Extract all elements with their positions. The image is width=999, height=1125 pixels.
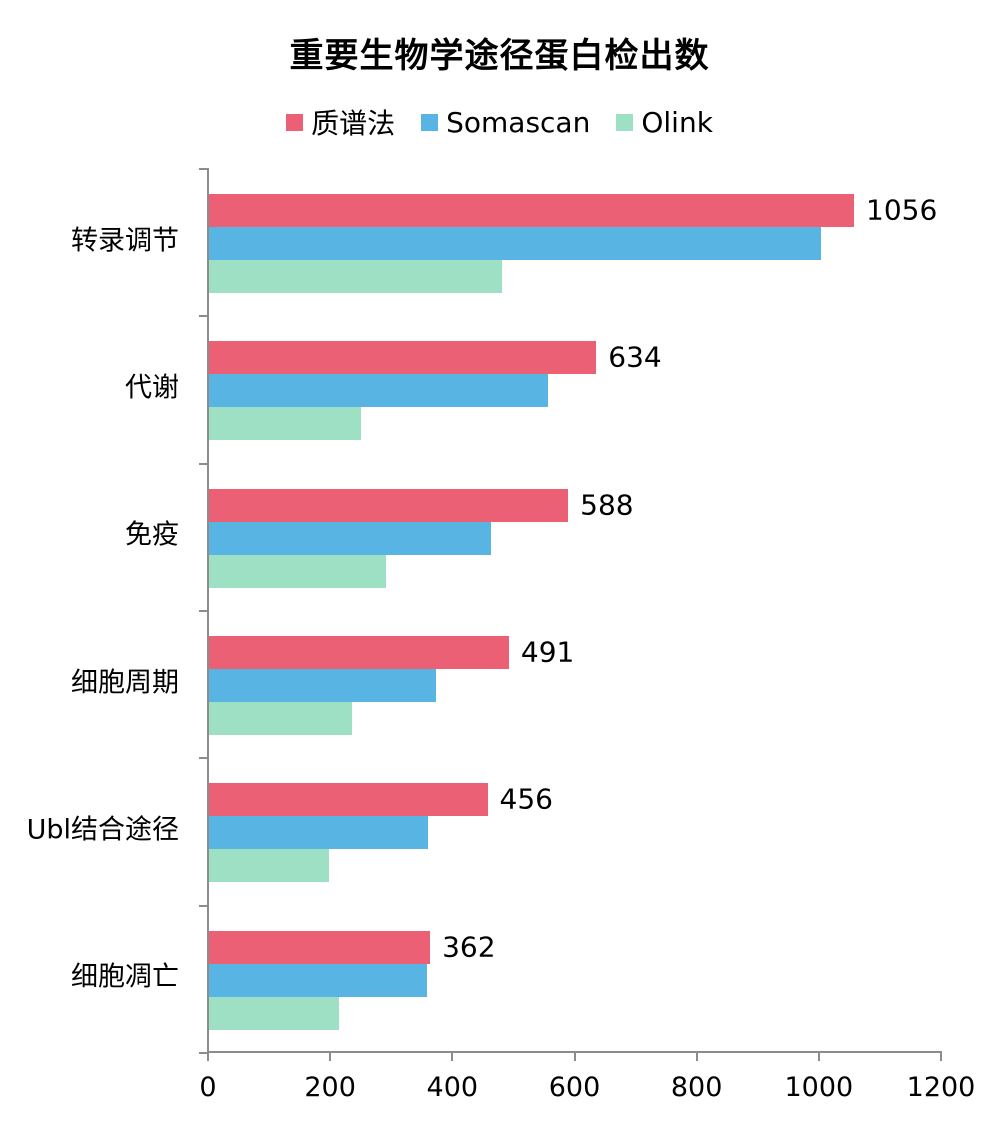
legend: 质谱法 Somascan Olink <box>0 102 999 142</box>
bar <box>209 407 362 441</box>
bar <box>209 783 488 817</box>
bar <box>209 260 503 293</box>
category-label: 转录调节 <box>71 225 179 257</box>
y-tick <box>199 315 208 318</box>
bar <box>209 194 855 227</box>
data-label: 456 <box>499 782 553 816</box>
x-tick <box>940 1051 942 1061</box>
bar <box>209 341 597 375</box>
bar <box>209 521 492 555</box>
legend-swatch <box>421 113 439 131</box>
x-tick <box>573 1051 576 1061</box>
y-tick <box>199 904 208 907</box>
x-tick <box>207 1051 209 1061</box>
data-label: 491 <box>520 635 575 669</box>
bar <box>209 963 428 997</box>
x-tick <box>451 1051 454 1061</box>
bar <box>209 635 509 669</box>
x-tick-label: 1000 <box>784 1072 854 1103</box>
legend-item: 质谱法 <box>286 102 395 142</box>
chart-title: 重要生物学途径蛋白检出数 <box>289 36 710 76</box>
category-label: 代谢 <box>125 372 179 404</box>
legend-label: Somascan <box>446 105 591 139</box>
data-label: 1056 <box>866 193 938 227</box>
x-tick-label: 0 <box>199 1072 217 1103</box>
x-tick <box>329 1051 332 1061</box>
x-tick-label: 800 <box>670 1072 723 1103</box>
bar <box>209 554 387 588</box>
x-tick-label: 1200 <box>906 1072 976 1103</box>
y-tick <box>199 1051 208 1054</box>
bar <box>209 996 340 1030</box>
legend-label: 质谱法 <box>311 107 396 140</box>
x-tick-label: 400 <box>426 1072 479 1103</box>
category-label: 细胞凋亡 <box>71 961 179 993</box>
legend-item: Somascan <box>421 102 590 142</box>
bar <box>209 488 569 522</box>
data-label: 588 <box>580 488 634 522</box>
x-tick <box>695 1051 698 1061</box>
y-axis-line <box>207 168 209 1052</box>
y-tick <box>199 462 208 465</box>
y-tick <box>199 168 208 170</box>
category-label: 免疫 <box>125 519 179 551</box>
x-tick <box>817 1051 820 1061</box>
bar <box>209 668 437 702</box>
bar <box>209 227 822 260</box>
bar <box>209 374 548 408</box>
legend-item: Olink <box>616 102 713 142</box>
bar <box>209 701 352 735</box>
data-label: 634 <box>608 340 662 374</box>
legend-swatch <box>286 113 304 131</box>
bar <box>209 930 431 964</box>
category-label: 细胞周期 <box>71 667 179 699</box>
x-tick-label: 200 <box>304 1072 356 1103</box>
legend-swatch <box>616 113 634 131</box>
bar <box>209 816 429 850</box>
bar <box>209 849 329 883</box>
x-tick-label: 600 <box>548 1072 601 1103</box>
y-tick <box>199 757 208 760</box>
legend-label: Olink <box>641 105 713 139</box>
data-label: 362 <box>442 930 496 963</box>
category-label: Ubl结合途径 <box>26 814 179 846</box>
y-tick <box>199 609 208 612</box>
